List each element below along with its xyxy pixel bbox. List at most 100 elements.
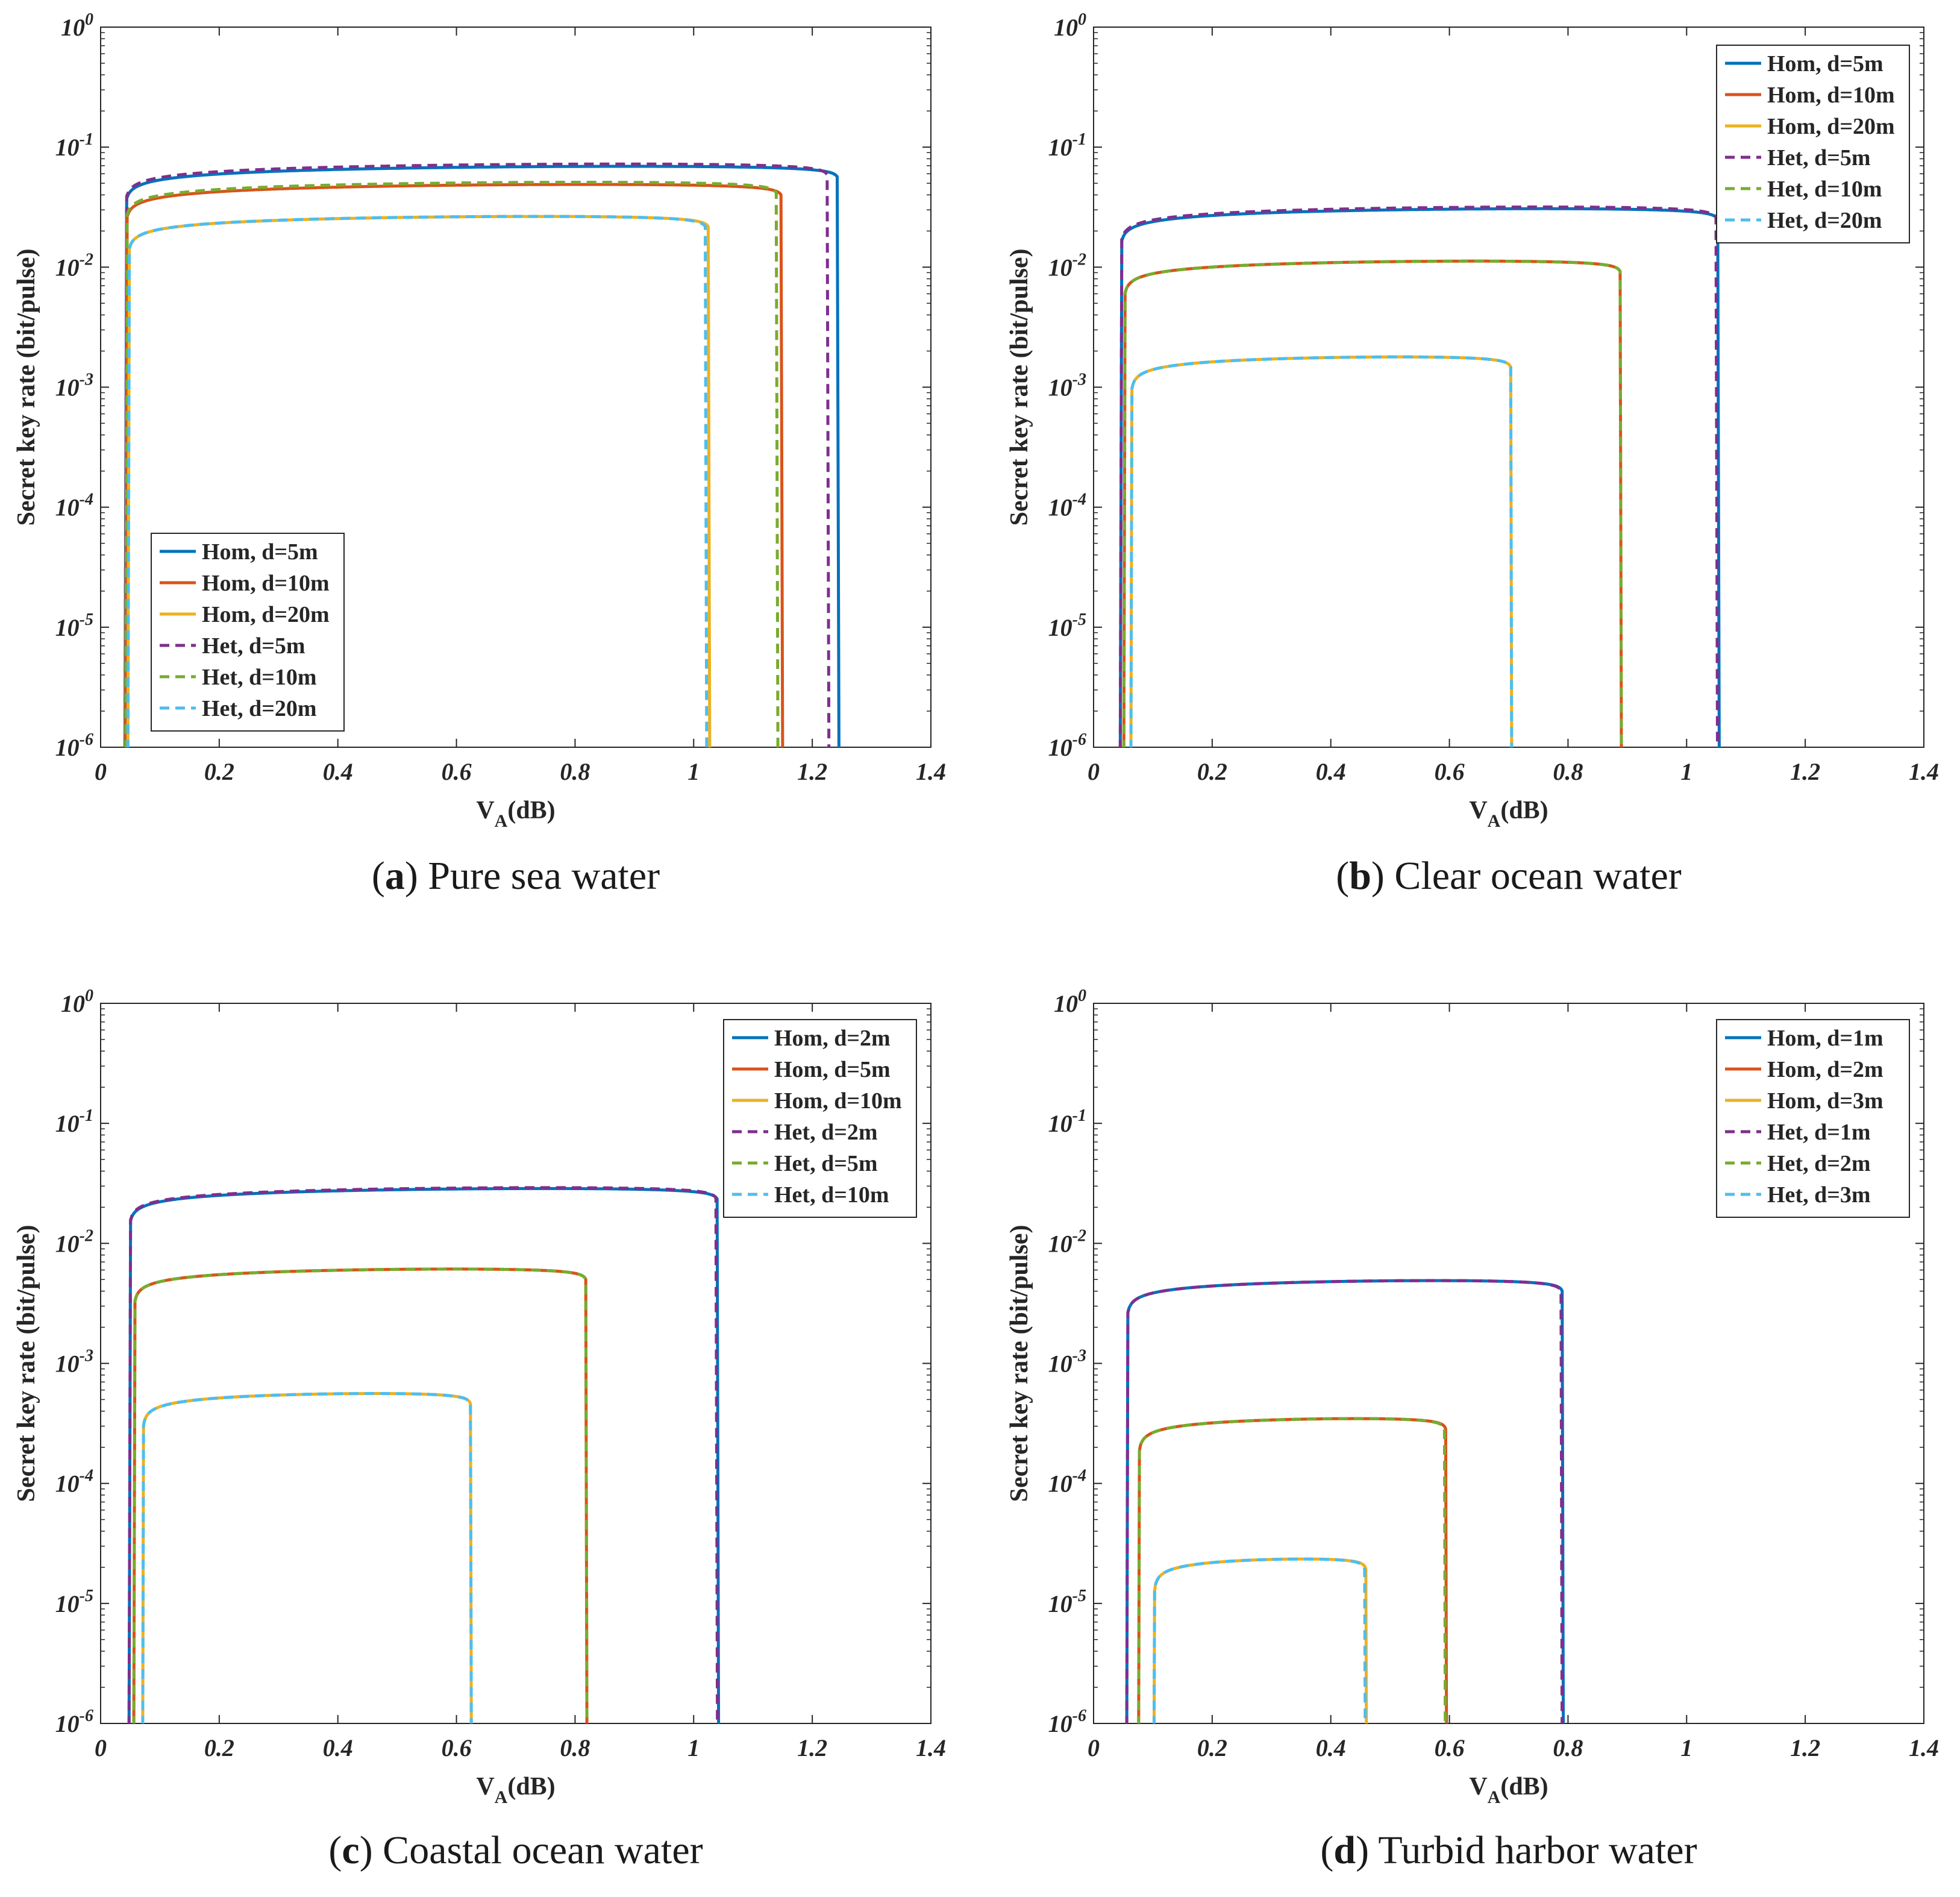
x-tick-label: 0.2 <box>1197 758 1227 785</box>
series-line-hom-d-20m <box>1129 355 1514 747</box>
legend-entry: Hom, d=2m <box>1767 1057 1883 1082</box>
x-tick-label: 1 <box>1680 1734 1692 1761</box>
legend-entry: Het, d=5m <box>202 633 305 659</box>
x-tick-label: 0.4 <box>1316 758 1346 785</box>
y-tick-label: 10-6 <box>1048 730 1086 761</box>
series-line-het-d-20m <box>126 215 709 747</box>
x-tick-label: 1.4 <box>916 1734 946 1761</box>
legend-entry: Hom, d=10m <box>202 571 330 596</box>
series-line-het-d-10m <box>1122 259 1623 747</box>
x-tick-label: 0 <box>1088 1734 1100 1761</box>
legend-entry: Het, d=5m <box>774 1151 878 1176</box>
legend-entry: Hom, d=20m <box>1767 114 1895 139</box>
series-line-het-d-3m <box>1152 1557 1367 1723</box>
x-tick-label: 1 <box>1680 758 1692 785</box>
legend-entry: Hom, d=5m <box>202 539 318 565</box>
x-tick-label: 1.2 <box>1790 1734 1820 1761</box>
x-axis-label: VA(dB) <box>476 1773 555 1807</box>
x-tick-label: 0.8 <box>1553 1734 1583 1761</box>
x-tick-label: 0.4 <box>323 758 353 785</box>
y-tick-label: 10-3 <box>55 371 93 401</box>
x-tick-label: 0.6 <box>1435 758 1465 785</box>
legend-entry: Het, d=20m <box>1767 208 1882 233</box>
y-tick-label: 10-1 <box>1048 1106 1086 1137</box>
legend-entry: Hom, d=10m <box>1767 83 1895 108</box>
chart-panel-a: 0 0.2 0.4 0.6 0.8 1 1.2 1.4 10-6 10-5 10-4 10-3 10-2… <box>13 10 946 898</box>
x-tick-label: 0 <box>95 1734 107 1761</box>
y-axis-label: Secret key rate (bit/pulse) <box>1006 249 1033 526</box>
x-axis-label: VA(dB) <box>1469 797 1548 831</box>
legend-entry: Hom, d=10m <box>774 1088 902 1114</box>
x-tick-label: 0.4 <box>1316 1734 1346 1761</box>
x-tick-label: 0.8 <box>560 1734 590 1761</box>
x-tick-label: 0 <box>95 758 107 785</box>
series-line-het-d-2m <box>1137 1417 1447 1723</box>
x-tick-label: 0.6 <box>442 758 472 785</box>
series-line-hom-d-5m <box>123 165 841 747</box>
series-line-het-d-2m <box>127 1186 719 1723</box>
x-tick-label: 1.2 <box>1790 758 1820 785</box>
y-tick-label: 10-6 <box>1048 1707 1086 1737</box>
chart-panel-b: 0 0.2 0.4 0.6 0.8 1 1.2 1.4 10-6 10-5 10-4 10-3 10-2… <box>1006 10 1939 898</box>
legend-entry: Het, d=5m <box>1767 145 1871 171</box>
y-tick-label: 10-6 <box>55 1707 93 1737</box>
x-tick-label: 0.4 <box>323 1734 353 1761</box>
panel-caption: (b) Clear ocean water <box>1336 854 1682 898</box>
y-tick-label: 10-5 <box>1048 1587 1086 1617</box>
legend-entry: Het, d=10m <box>1767 177 1882 202</box>
y-tick-label: 100 <box>61 10 93 41</box>
series-line-het-d-5m <box>1118 205 1719 747</box>
y-tick-label: 10-4 <box>55 1467 93 1497</box>
legend-entry: Hom, d=3m <box>1767 1088 1883 1114</box>
x-tick-label: 1.4 <box>1909 1734 1939 1761</box>
series-line-het-d-1m <box>1125 1279 1564 1723</box>
series-line-hom-d-5m <box>1118 207 1721 747</box>
legend-entry: Het, d=10m <box>774 1182 889 1208</box>
panel-caption: (c) Coastal ocean water <box>328 1828 703 1872</box>
legend-entry: Het, d=20m <box>202 696 317 721</box>
x-axis-label: VA(dB) <box>1469 1773 1548 1807</box>
x-tick-label: 0.2 <box>1197 1734 1227 1761</box>
x-tick-label: 0 <box>1088 758 1100 785</box>
y-tick-label: 10-2 <box>1048 250 1086 281</box>
x-tick-label: 0.6 <box>442 1734 472 1761</box>
x-axis-label: VA(dB) <box>476 797 555 831</box>
legend-entry: Het, d=2m <box>774 1120 878 1145</box>
x-tick-label: 1 <box>687 1734 700 1761</box>
y-tick-label: 100 <box>1054 986 1086 1017</box>
panel-caption: (a) Pure sea water <box>372 854 660 898</box>
legend-box <box>1716 45 1910 243</box>
y-tick-label: 10-3 <box>1048 1347 1086 1378</box>
legend-entry: Het, d=1m <box>1767 1120 1871 1145</box>
y-tick-label: 10-2 <box>55 250 93 281</box>
x-tick-label: 1.4 <box>916 758 946 785</box>
legend: Hom, d=5m Hom, d=10m Hom, d=20m Het, d=5m He… <box>151 533 345 732</box>
legend: Hom, d=2m Hom, d=5m Hom, d=10m Het, d=2m Het… <box>723 1019 917 1218</box>
legend-entry: Het, d=3m <box>1767 1182 1871 1208</box>
x-tick-label: 1 <box>687 758 700 785</box>
series-line-het-d-5m <box>123 162 831 747</box>
y-axis-label: Secret key rate (bit/pulse) <box>13 249 40 526</box>
y-tick-label: 10-5 <box>55 610 93 641</box>
y-tick-label: 10-2 <box>1048 1226 1086 1257</box>
legend-entry: Hom, d=5m <box>1767 51 1883 77</box>
x-tick-label: 0.2 <box>204 1734 234 1761</box>
legend-entry: Hom, d=5m <box>774 1057 891 1082</box>
legend-entry: Het, d=10m <box>202 665 317 690</box>
y-tick-label: 10-1 <box>55 130 93 161</box>
panel-caption: (d) Turbid harbor water <box>1320 1828 1697 1872</box>
legend-box <box>1716 1019 1910 1218</box>
legend-box <box>723 1019 917 1218</box>
y-tick-label: 10-1 <box>1048 130 1086 161</box>
series-line-hom-d-10m <box>124 183 784 747</box>
y-tick-label: 10-4 <box>55 491 93 521</box>
legend-box <box>151 533 345 732</box>
legend-entry: Hom, d=2m <box>774 1026 891 1051</box>
series-line-het-d-5m <box>132 1267 589 1723</box>
series-line-het-d-10m <box>124 181 780 747</box>
chart-panel-c: 0 0.2 0.4 0.6 0.8 1 1.2 1.4 10-6 10-5 10-4 10-3 10-2… <box>13 986 946 1872</box>
y-tick-label: 100 <box>61 986 93 1017</box>
legend-entry: Hom, d=20m <box>202 602 330 627</box>
y-tick-label: 10-5 <box>55 1587 93 1617</box>
